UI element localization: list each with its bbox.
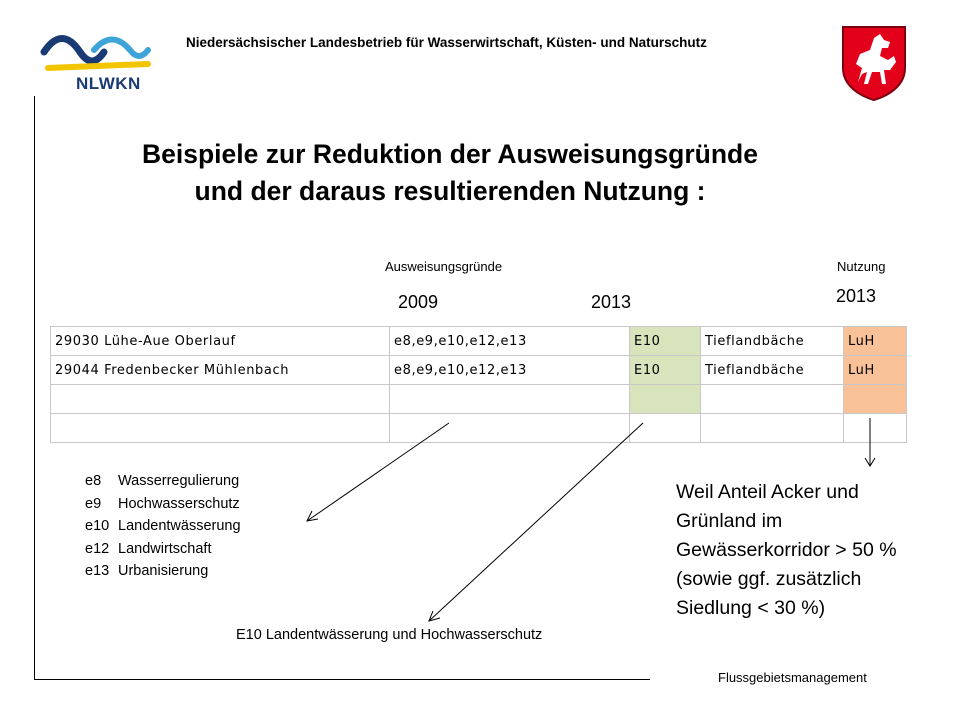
legend-code: e8 — [85, 473, 102, 489]
table-cell-codes-2009 — [389, 384, 630, 414]
table-cell-use: LuH — [843, 326, 907, 356]
table-cell-use — [843, 413, 907, 443]
label-ausweisungsgruende: Ausweisungsgründe — [385, 259, 503, 274]
legend-text: Landwirtschaft — [118, 540, 212, 557]
legend-code: e13 — [85, 563, 110, 579]
frame-bottom-line — [34, 679, 650, 680]
arrow-2013-to-e10-note — [428, 422, 644, 622]
lower-saxony-horse-crest-icon — [842, 26, 906, 102]
nlwkn-logo-icon — [40, 35, 151, 71]
frame-left-line — [34, 96, 35, 680]
reason-line: Siedlung < 30 %) — [676, 597, 826, 619]
legend-code: e10 — [85, 518, 110, 534]
logo-text: NLWKN — [76, 74, 141, 93]
table-cell-type: Tieflandbäche — [700, 326, 844, 356]
table-cell-name — [50, 384, 390, 414]
table-cell-code-2013 — [629, 384, 701, 414]
list-item: e12 Landwirtschaft — [85, 538, 241, 561]
title-line-2: und der daraus resultierenden Nutzung : — [194, 176, 706, 206]
table-cell-code-2013: E10 — [629, 355, 701, 385]
legend-text: Urbanisierung — [118, 563, 209, 579]
table-row: 29030 Lühe-Aue Oberlauf e8,e9,e10,e12,e1… — [50, 326, 907, 356]
year-2013-nutzung: 2013 — [836, 286, 877, 306]
legend-code: e9 — [85, 495, 102, 512]
list-item: e8 Wasserregulierung — [85, 470, 241, 493]
legend-text: Hochwasserschutz — [118, 495, 240, 512]
table-cell-use — [843, 384, 907, 414]
e10-explanation: E10 Landentwässerung und Hochwasserschut… — [236, 627, 543, 643]
table-cell-type — [700, 413, 844, 443]
reason-line: Weil Anteil Acker und — [676, 481, 859, 503]
legend-code: e12 — [85, 540, 110, 557]
table-cell-name: 29044 Fredenbecker Mühlenbach — [50, 355, 390, 385]
legend-text: Wasserregulierung — [118, 473, 240, 489]
label-nutzung: Nutzung — [837, 259, 886, 274]
list-item: e10 Landentwässerung — [85, 515, 241, 538]
year-2009: 2009 — [398, 292, 439, 312]
title-line-1: Beispiele zur Reduktion der Ausweisungsg… — [142, 139, 758, 169]
table-cell-code-2013: E10 — [629, 326, 701, 356]
reason-code-legend: e8 Wasserregulierung e9 Hochwasserschutz e… — [85, 470, 241, 583]
year-2013-ausweisung: 2013 — [591, 292, 632, 312]
legend-text: Landentwässerung — [118, 518, 241, 534]
reason-line: Grünland im — [676, 510, 783, 532]
table-row — [50, 413, 907, 443]
table-cell-code-2013 — [629, 413, 701, 443]
data-table: 29030 Lühe-Aue Oberlauf e8,e9,e10,e12,e1… — [50, 326, 907, 443]
table-row: 29044 Fredenbecker Mühlenbach e8,e9,e10,… — [50, 355, 907, 385]
table-cell-type — [700, 384, 844, 414]
table-cell-name — [50, 413, 390, 443]
usage-reason-text: Weil Anteil Acker und Grünland im Gewäss… — [676, 478, 897, 623]
reason-line: (sowie ggf. zusätzlich — [676, 568, 862, 590]
footer-label: Flussgebietsmanagement — [718, 670, 867, 685]
list-item: e9 Hochwasserschutz — [85, 493, 241, 516]
table-cell-type: Tieflandbäche — [700, 355, 844, 385]
page-title: Beispiele zur Reduktion der Ausweisungsg… — [0, 136, 900, 210]
organization-title: Niedersächsischer Landesbetrieb für Wass… — [186, 35, 707, 50]
list-item: e13 Urbanisierung — [85, 560, 241, 583]
reason-line: Gewässerkorridor > 50 % — [676, 539, 897, 561]
table-cell-codes-2009: e8,e9,e10,e12,e13 — [389, 326, 630, 356]
table-cell-codes-2009 — [389, 413, 630, 443]
table-row — [50, 384, 907, 414]
table-cell-use: LuH — [843, 355, 907, 385]
table-cell-codes-2009: e8,e9,e10,e12,e13 — [389, 355, 630, 385]
table-cell-name: 29030 Lühe-Aue Oberlauf — [50, 326, 390, 356]
